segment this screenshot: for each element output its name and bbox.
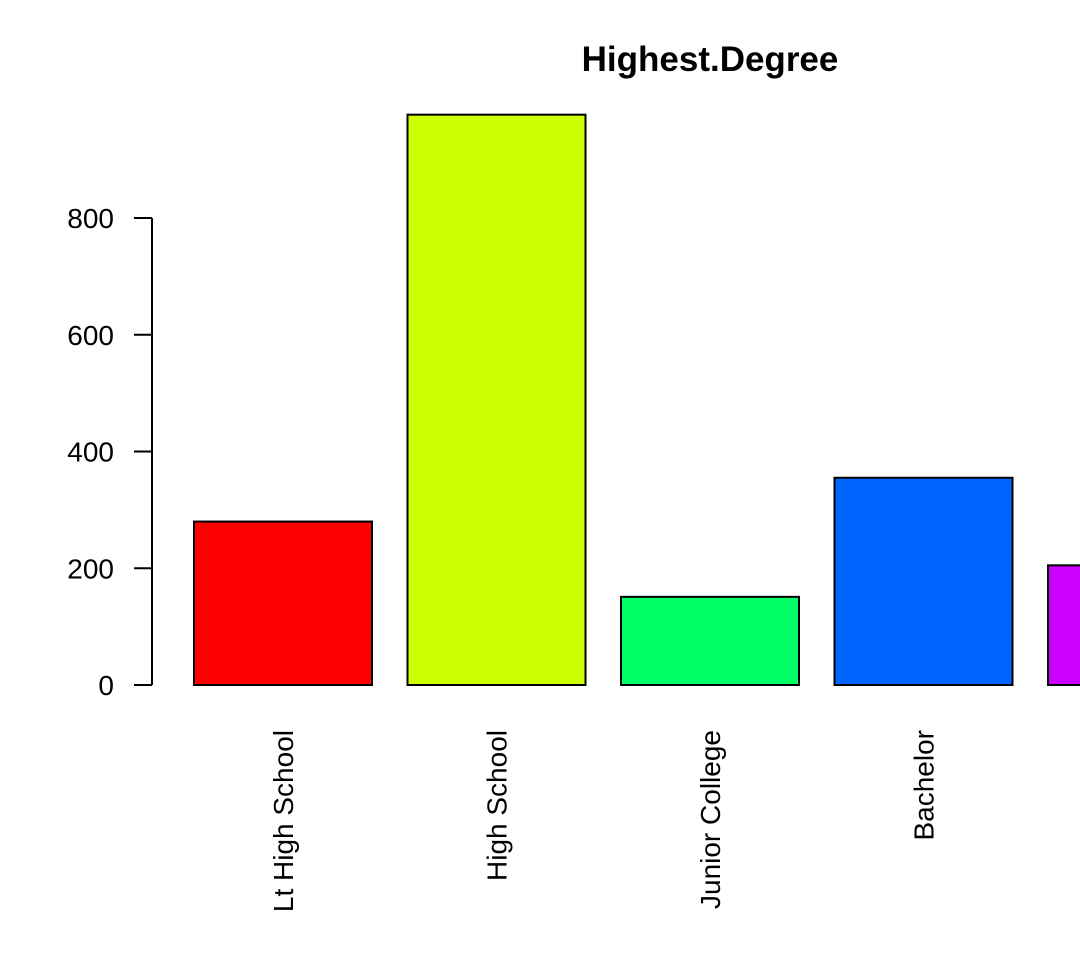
y-tick-label: 400 (67, 437, 114, 468)
bar (193, 520, 373, 686)
bars (193, 113, 1080, 687)
bar (620, 595, 800, 687)
chart-title: Highest.Degree (582, 40, 839, 79)
y-tick-label: 600 (67, 320, 114, 351)
bar (406, 113, 587, 686)
x-axis-labels: Lt High School High School Junior College B… (268, 730, 940, 912)
y-axis: 0 200 400 600 800 (67, 203, 153, 701)
x-category-label: Bachelor (909, 730, 940, 841)
y-tick-label: 800 (67, 203, 114, 234)
x-category-label: Lt High School (268, 730, 299, 912)
y-tick-label: 200 (67, 553, 114, 584)
bar (833, 476, 1014, 686)
x-category-label: Junior College (695, 730, 726, 909)
x-category-label: High School (482, 730, 513, 881)
y-tick-label: 0 (98, 670, 114, 701)
bar (1047, 564, 1080, 686)
